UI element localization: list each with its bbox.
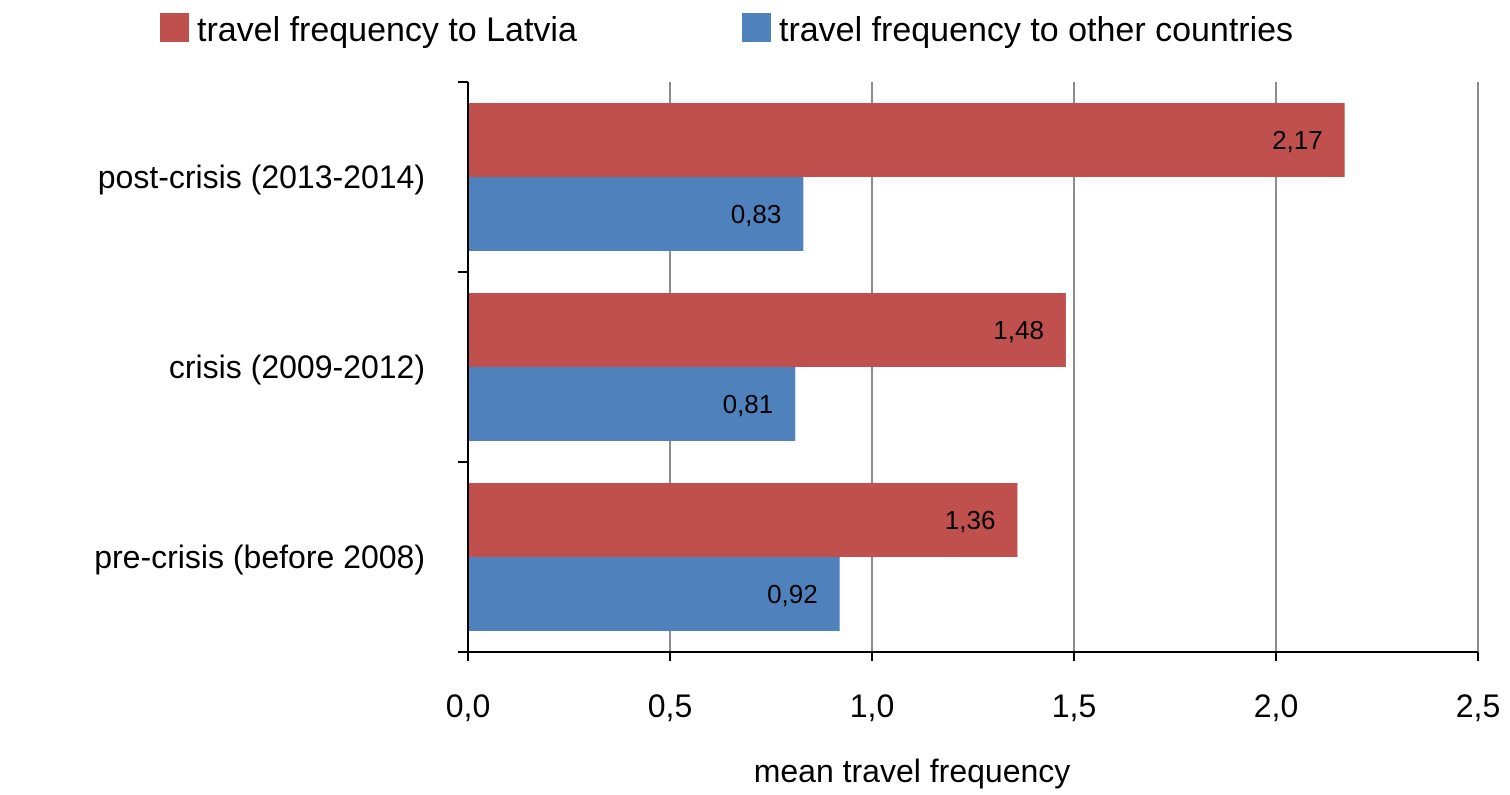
data-label: 1,36: [945, 505, 996, 535]
axes: [458, 81, 1479, 661]
legend-swatch: [742, 13, 771, 42]
legend-label: travel frequency to Latvia: [197, 11, 577, 49]
x-tick-label: 1,0: [850, 688, 894, 724]
data-label: 2,17: [1272, 125, 1323, 155]
x-axis-title: mean travel frequency: [754, 753, 1071, 789]
category-label: crisis (2009-2012): [169, 349, 425, 385]
x-tick-label: 1,5: [1052, 688, 1096, 724]
bar: [468, 367, 796, 441]
category-label: post-crisis (2013-2014): [98, 159, 425, 195]
bar: [468, 177, 804, 251]
bar: [468, 103, 1345, 177]
data-label: 0,83: [731, 199, 782, 229]
x-tick-label: 2,5: [1456, 688, 1500, 724]
data-label: 1,48: [993, 315, 1044, 345]
bars: [468, 103, 1345, 631]
legend: travel frequency to Latvia travel frequen…: [160, 11, 1293, 49]
data-label: 0,81: [723, 389, 774, 419]
bar: [468, 557, 840, 631]
category-label: pre-crisis (before 2008): [94, 539, 425, 575]
bar: [468, 293, 1066, 367]
bar: [468, 483, 1018, 557]
x-tick-label: 0,5: [648, 688, 692, 724]
labels: 0,0 0,5 1,0 1,5 2,0 2,5 post-crisis (2013-2014…: [94, 125, 1500, 724]
legend-swatch: [160, 13, 189, 42]
legend-label: travel frequency to other countries: [779, 11, 1293, 49]
data-label: 0,92: [767, 579, 818, 609]
x-tick-label: 2,0: [1254, 688, 1298, 724]
x-tick-label: 0,0: [446, 688, 490, 724]
